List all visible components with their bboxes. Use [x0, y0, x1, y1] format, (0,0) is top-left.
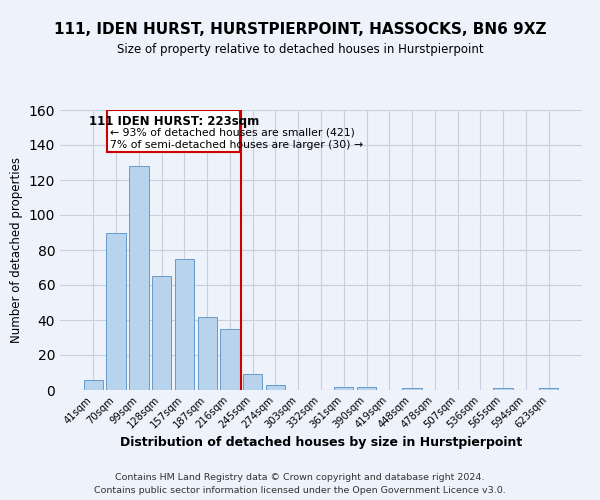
Text: Contains public sector information licensed under the Open Government Licence v3: Contains public sector information licen… [94, 486, 506, 495]
Bar [129, 166, 149, 390]
Bar [357, 386, 376, 390]
Bar [106, 232, 126, 390]
Bar [175, 259, 194, 390]
Bar [152, 276, 172, 390]
Bar [243, 374, 262, 390]
Bar [266, 385, 285, 390]
Bar [220, 329, 239, 390]
Text: 111 IDEN HURST: 223sqm: 111 IDEN HURST: 223sqm [89, 116, 259, 128]
Text: ← 93% of detached houses are smaller (421): ← 93% of detached houses are smaller (42… [110, 128, 355, 138]
Bar [539, 388, 558, 390]
X-axis label: Distribution of detached houses by size in Hurstpierpoint: Distribution of detached houses by size … [120, 436, 522, 449]
Bar [84, 380, 103, 390]
Bar [493, 388, 513, 390]
Text: Contains HM Land Registry data © Crown copyright and database right 2024.: Contains HM Land Registry data © Crown c… [115, 474, 485, 482]
Text: Size of property relative to detached houses in Hurstpierpoint: Size of property relative to detached ho… [116, 42, 484, 56]
Polygon shape [107, 110, 240, 152]
Y-axis label: Number of detached properties: Number of detached properties [10, 157, 23, 343]
Bar [197, 316, 217, 390]
Text: 111, IDEN HURST, HURSTPIERPOINT, HASSOCKS, BN6 9XZ: 111, IDEN HURST, HURSTPIERPOINT, HASSOCK… [54, 22, 546, 38]
Text: 7% of semi-detached houses are larger (30) →: 7% of semi-detached houses are larger (3… [110, 140, 364, 150]
Bar [403, 388, 422, 390]
Bar [334, 386, 353, 390]
